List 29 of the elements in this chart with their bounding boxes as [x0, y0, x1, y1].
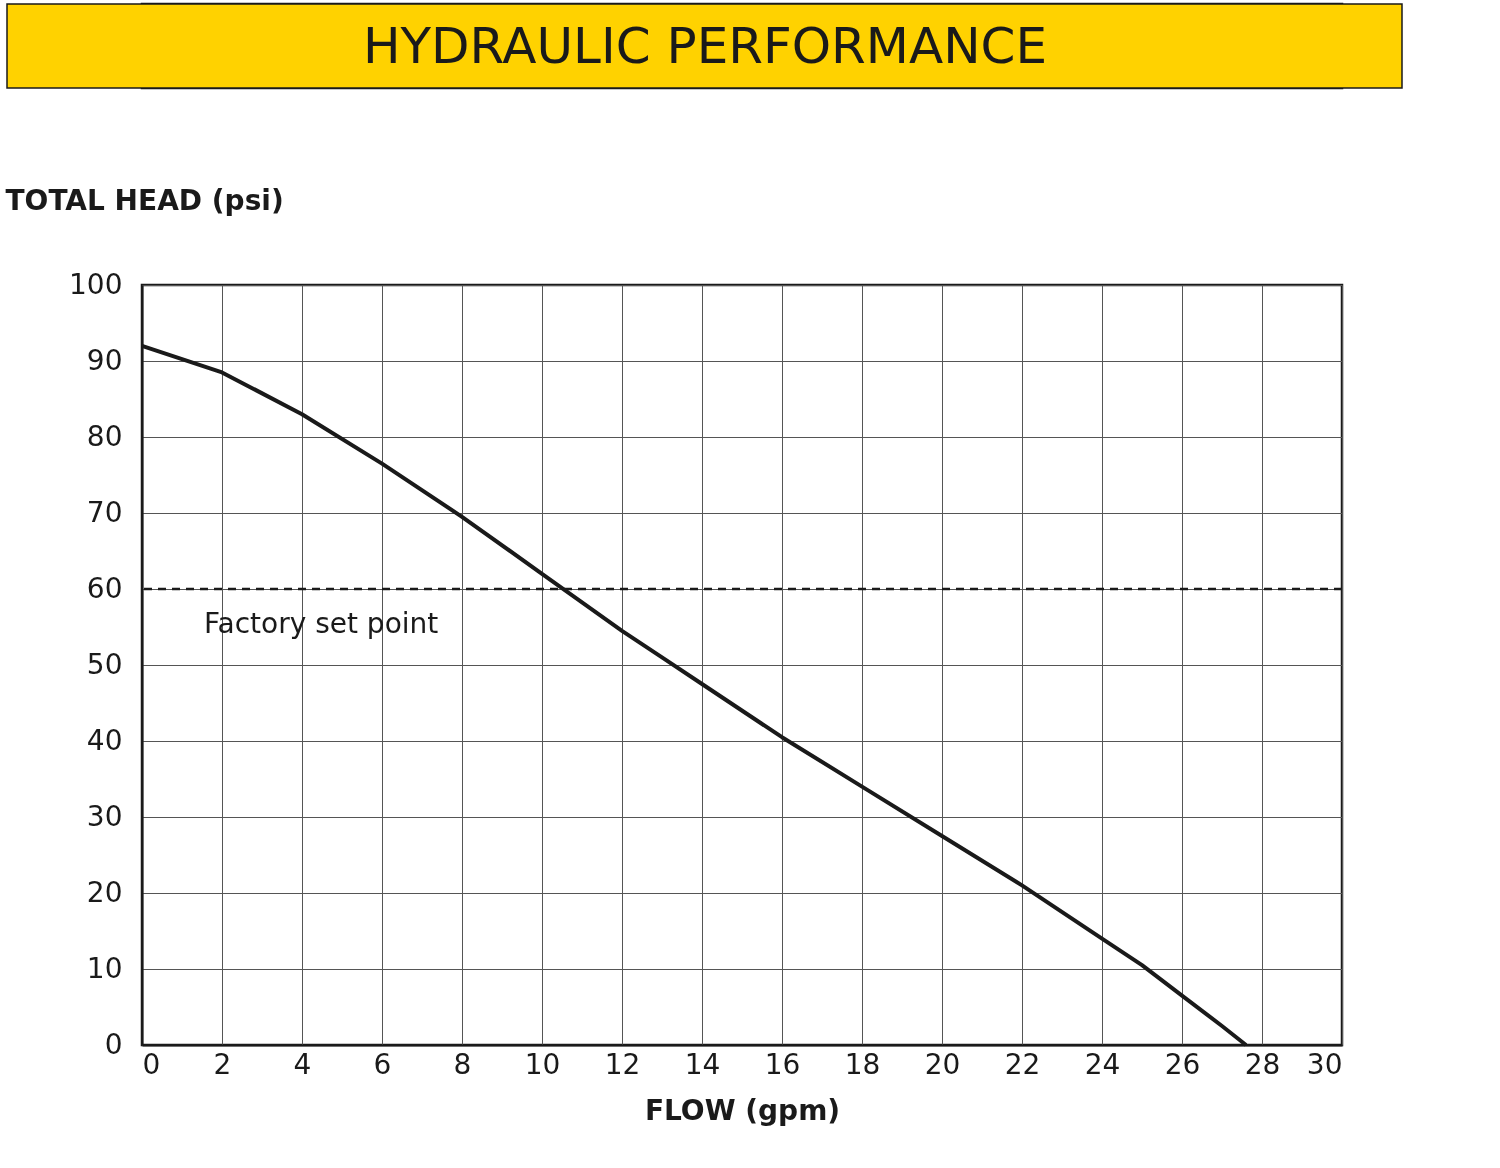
x-tick-label: 24 [1084, 1047, 1121, 1081]
y-tick-label: 40 [86, 723, 123, 757]
y-tick-label: 90 [86, 343, 123, 377]
x-tick-label: 16 [764, 1047, 801, 1081]
x-tick-label: 30 [1306, 1047, 1343, 1081]
x-tick-label: 20 [924, 1047, 961, 1081]
x-tick-label: 10 [524, 1047, 561, 1081]
x-tick-label: 4 [293, 1047, 312, 1081]
x-tick-label: 6 [373, 1047, 392, 1081]
x-tick-label: 12 [604, 1047, 641, 1081]
y-tick-label: 80 [86, 419, 123, 453]
y-tick-label: 50 [86, 647, 123, 681]
x-tick-label: 14 [684, 1047, 721, 1081]
chart-title: HYDRAULIC PERFORMANCE [362, 17, 1048, 75]
y-tick-label: 10 [86, 951, 123, 985]
x-tick-label: 18 [844, 1047, 881, 1081]
x-tick-label: 28 [1244, 1047, 1281, 1081]
x-tick-label: 0 [142, 1047, 161, 1081]
x-axis-title: FLOW (gpm) [644, 1093, 841, 1127]
x-tick-label: 26 [1164, 1047, 1201, 1081]
y-tick-label: 70 [86, 495, 123, 529]
y-tick-label: 20 [86, 875, 123, 909]
y-tick-label: 60 [86, 571, 123, 605]
x-tick-label: 2 [213, 1047, 232, 1081]
x-tick-label: 22 [1004, 1047, 1041, 1081]
y-tick-label: 100 [69, 267, 123, 301]
y-tick-label: 30 [86, 799, 123, 833]
x-tick-label: 8 [453, 1047, 472, 1081]
y-axis-title: TOTAL HEAD (psi) [5, 183, 284, 217]
